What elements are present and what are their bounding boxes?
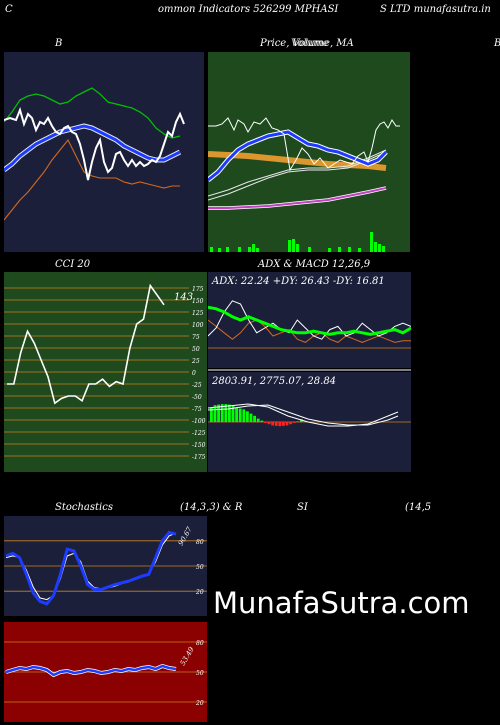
adx-minus-di <box>208 319 411 343</box>
cci-tick-label: 50 <box>192 346 200 353</box>
bb-upper-band <box>4 87 181 139</box>
stoch-tick-label: 50 <box>196 564 204 571</box>
macd-bar <box>228 404 231 422</box>
stoch-k-line <box>5 530 177 606</box>
macd-bar <box>220 404 224 422</box>
macd-bar <box>260 420 264 422</box>
adx-label: ADX: 22.24 +DY: 26.43 -DY: 16.81 <box>211 276 385 287</box>
price-ma-orange <box>208 151 387 171</box>
macd-bar <box>264 422 267 424</box>
macd-histogram <box>210 404 303 427</box>
macd-line <box>208 403 399 427</box>
adx-macd-title: ADX & MACD 12,26,9 <box>258 259 371 270</box>
cci-tick-label: 0 <box>192 370 196 377</box>
stoch-tick-label: 80 <box>196 539 204 546</box>
cci-tick-label: 75 <box>192 334 200 341</box>
macd-bar <box>253 415 256 422</box>
macd-label: 2803.91, 2775.07, 28.84 <box>211 376 336 387</box>
macd-bar <box>296 421 300 422</box>
rsi-tick-label: 50 <box>196 670 204 677</box>
stoch-title: Stochastics <box>55 502 113 513</box>
stoch-tick-label: 20 <box>195 589 204 596</box>
header-center: ommon Indicators 526299 MPHASI <box>158 4 339 15</box>
cci-tick-label: 125 <box>192 310 204 317</box>
macd-bar <box>274 422 278 426</box>
macd-bar <box>256 418 260 422</box>
cci-tick-label: -75 <box>192 406 202 413</box>
macd-bar <box>267 422 271 425</box>
macd-bar <box>271 422 274 426</box>
bollinger-panel <box>4 52 204 252</box>
macd-bar <box>242 409 246 422</box>
cci-line <box>7 283 165 405</box>
cci-tick-label: 100 <box>192 322 204 329</box>
rsi-line <box>5 664 177 677</box>
macd-bar <box>300 419 303 422</box>
cci-panel: 175 150 125 100 75 50 25 0 -25 -50 -75 -100 -125 -150… <box>4 272 207 472</box>
bb-price-line <box>4 106 185 181</box>
macd-bar <box>282 422 285 426</box>
rsi-tick-label: 20 <box>195 700 204 707</box>
bb-middle-band-core <box>4 124 181 172</box>
macd-bar <box>249 413 253 422</box>
macd-bar <box>235 407 238 422</box>
cci-title: CCI 20 <box>55 259 91 270</box>
header-right: S LTD munafasutra.in <box>380 4 491 15</box>
cci-current-label: 143 <box>174 292 193 303</box>
price-panel <box>208 52 410 252</box>
rsi-title: SI <box>297 502 308 513</box>
cci-tick-label: -25 <box>192 382 202 389</box>
price-title: Price, Volume, MA <box>260 38 354 49</box>
cci-tick-label: 25 <box>191 358 200 365</box>
price-title-overlap: Volume <box>291 38 329 49</box>
macd-signal-line <box>208 404 399 426</box>
macd-bar <box>292 422 296 424</box>
macd-bar <box>278 422 282 427</box>
macd-bar <box>210 408 213 422</box>
macd-bar <box>246 411 249 422</box>
price-ma-blue <box>208 130 388 182</box>
cci-tick-label: 175 <box>192 286 204 293</box>
adx-line <box>208 305 411 336</box>
cci-tick-label: 150 <box>192 298 204 305</box>
price-line <box>208 117 400 172</box>
macd-bar <box>238 408 242 422</box>
macd-bar <box>217 404 220 422</box>
bb-title: B <box>55 38 63 49</box>
price-ma-white-2 <box>208 151 387 201</box>
stoch-params: (14,3,3) & R <box>180 502 243 513</box>
macd-bar <box>289 422 292 425</box>
macd-bar <box>285 422 289 426</box>
adx-macd-panel: ADX: 22.24 +DY: 26.43 -DY: 16.81 2803.91… <box>208 272 411 472</box>
macd-bar <box>224 404 228 422</box>
cci-tick-label: -50 <box>192 394 202 401</box>
price-ma-pink-core <box>208 187 387 209</box>
cci-tick-label: -125 <box>192 430 206 437</box>
right-edge-title: B <box>494 38 500 49</box>
watermark: MunafaSutra.com <box>213 586 470 620</box>
cci-tick-label: -150 <box>192 442 206 449</box>
rsi-tick-label: 80 <box>196 640 204 647</box>
volume-bars <box>210 232 385 252</box>
cci-tick-label: -175 <box>192 454 206 461</box>
cci-tick-label: -100 <box>192 418 206 425</box>
macd-bar <box>231 405 235 422</box>
bb-lower-band <box>4 138 180 221</box>
rsi-params: (14,5 <box>405 502 432 513</box>
header-left: C <box>5 4 13 15</box>
macd-bar <box>213 405 217 422</box>
